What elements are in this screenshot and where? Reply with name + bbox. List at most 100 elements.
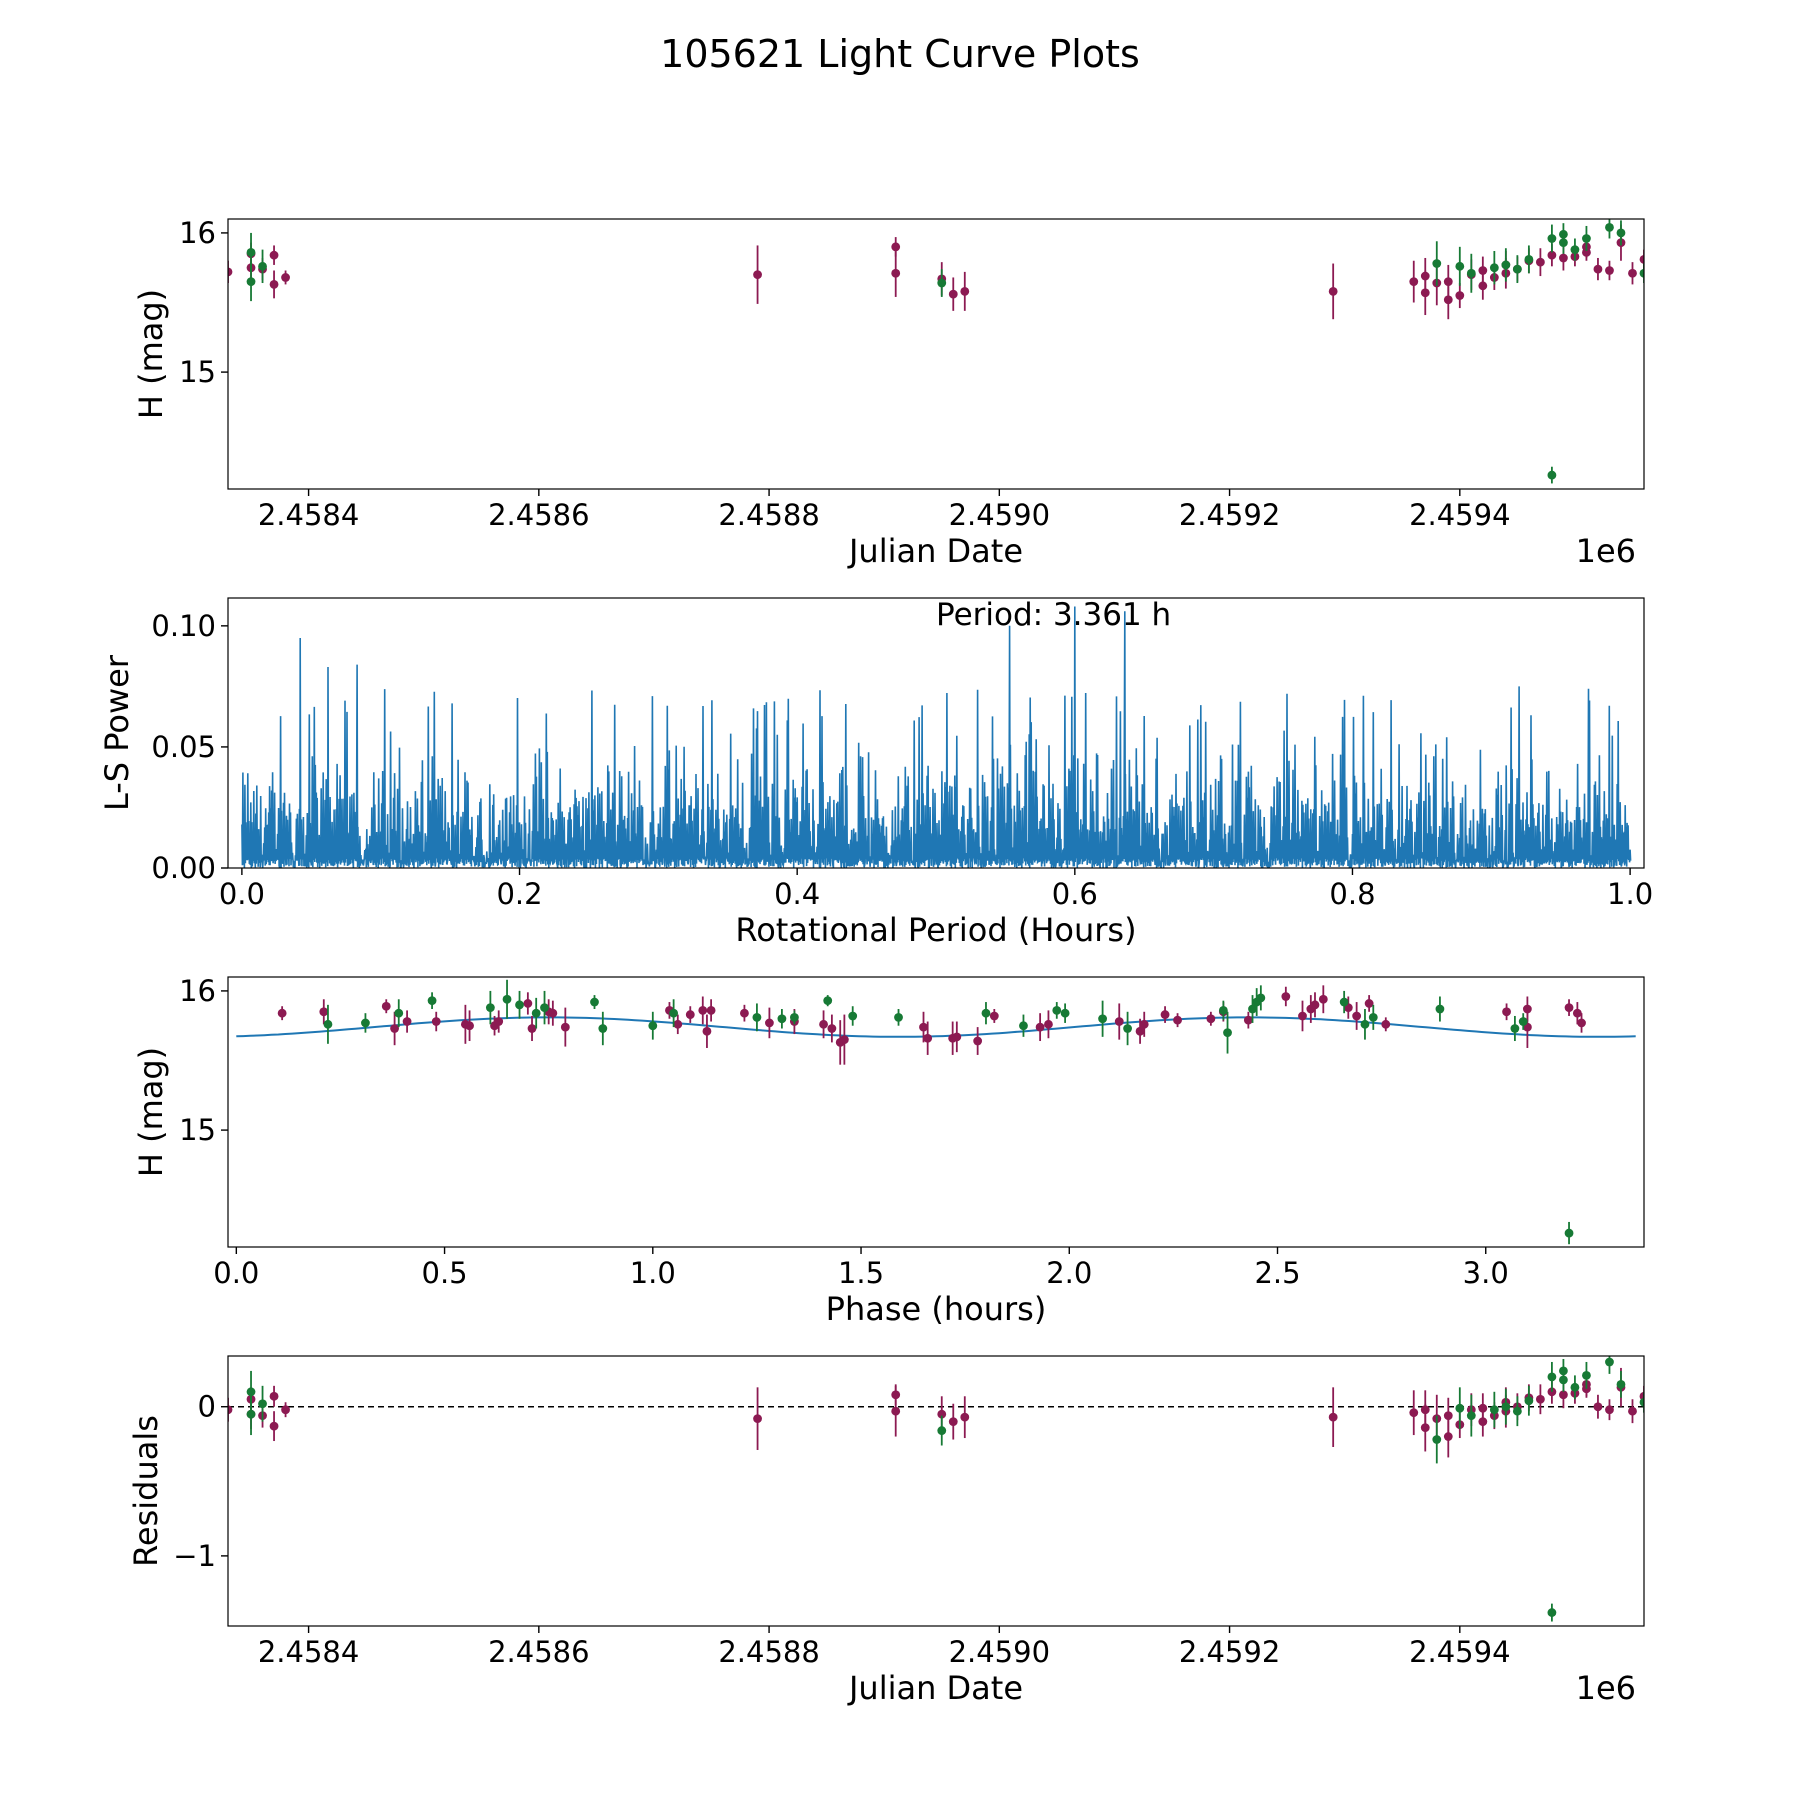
residuals-point [1547, 1608, 1557, 1617]
residuals-point [937, 1409, 947, 1419]
phased-point [1248, 1004, 1257, 1014]
lightcurve-point [891, 242, 901, 252]
periodogram-xtick-label: 0.8 [1329, 877, 1375, 911]
phased-point [277, 1008, 287, 1018]
residuals-point [246, 1409, 256, 1419]
residuals-point [1616, 1379, 1626, 1389]
phased-point [427, 996, 437, 1006]
phased-point [1564, 1003, 1574, 1013]
residuals-point [246, 1387, 256, 1397]
phased-series-g-band [323, 979, 1574, 1245]
residuals-point [1593, 1402, 1603, 1412]
phased-point [839, 1035, 849, 1045]
phased-point [1352, 1011, 1362, 1021]
residuals-point [1582, 1370, 1591, 1380]
lightcurve-ytick-label: 16 [179, 216, 216, 250]
lightcurve-point [1582, 234, 1591, 243]
residuals-point [1605, 1405, 1614, 1415]
phased-xlabel: Phase (hours) [826, 1290, 1047, 1328]
phased-point [1123, 1024, 1132, 1033]
phased-frame [227, 976, 1645, 1248]
phased-point [973, 1036, 983, 1046]
residuals-point [281, 1405, 290, 1415]
lightcurve-point [1639, 268, 1644, 278]
phased-panel: Phase (hours) H (mag) 0.0 0.5 1.0 1.5 2.0 2.5… [132, 974, 1645, 1328]
phased-xtick-label: 1.5 [838, 1256, 884, 1290]
phased-point [1364, 999, 1374, 1008]
phased-xtick-label: 1.0 [630, 1256, 676, 1290]
phased-point [648, 1021, 658, 1031]
lightcurve-xtick-label: 2.4586 [488, 498, 589, 532]
lightcurve-offset-label: 1e6 [1576, 532, 1636, 570]
phased-ytick-label: 16 [179, 974, 216, 1008]
residuals-frame [227, 1355, 1645, 1627]
phased-point [952, 1032, 962, 1042]
phased-point [1368, 1012, 1378, 1022]
phased-point [777, 1014, 787, 1024]
phased-xtick-label: 0.5 [422, 1256, 468, 1290]
lightcurve-point [1409, 277, 1419, 287]
residuals-point [1443, 1411, 1453, 1421]
phased-point [598, 1024, 608, 1033]
phased-point [1019, 1021, 1028, 1031]
residuals-point [891, 1406, 901, 1416]
lightcurve-point [1570, 245, 1580, 255]
phased-point [1206, 1014, 1216, 1024]
residuals-point [1489, 1405, 1499, 1415]
residuals-ytick-label: 0 [198, 1390, 216, 1424]
phased-point [548, 1008, 558, 1018]
phased-point [1435, 1004, 1445, 1014]
phased-fit-line [236, 1016, 1636, 1038]
lightcurve-point [1593, 264, 1603, 274]
residuals-xtick-label: 2.4590 [949, 1635, 1050, 1669]
residuals-ytick-label: −1 [173, 1539, 216, 1573]
lightcurve-point [1478, 281, 1488, 291]
lightcurve-point [258, 261, 267, 271]
phased-point [827, 1024, 837, 1033]
residuals-point [1328, 1412, 1338, 1422]
phased-point [790, 1012, 799, 1022]
periodogram-xtick-label: 0.0 [219, 877, 265, 911]
lightcurve-point [1478, 266, 1488, 275]
lightcurve-point [1605, 266, 1614, 275]
residuals-point [1466, 1411, 1476, 1421]
phased-point [685, 1010, 695, 1019]
phased-point [1098, 1014, 1107, 1024]
residuals-point [1512, 1406, 1522, 1416]
phased-point [1564, 1228, 1574, 1238]
phased-point [515, 1000, 524, 1010]
phased-point [1281, 992, 1291, 1001]
lightcurve-points [228, 219, 1644, 484]
lightcurve-point [1605, 222, 1614, 232]
phased-point [494, 1017, 504, 1026]
lightcurve-point [753, 270, 762, 280]
residuals-points [228, 1356, 1644, 1622]
phased-point [1223, 1028, 1232, 1038]
lightcurve-point [1559, 253, 1568, 263]
lightcurve-xtick-label: 2.4590 [949, 498, 1050, 532]
lightcurve-series-r-band [228, 224, 1644, 320]
residuals-point [1628, 1406, 1637, 1416]
phased-point [381, 1001, 391, 1011]
phased-point [1577, 1018, 1586, 1028]
residuals-point [1535, 1394, 1545, 1404]
periodogram-line [241, 606, 1632, 868]
lightcurve-point [1628, 268, 1637, 278]
residuals-point [269, 1391, 279, 1401]
phased-point [989, 1011, 999, 1021]
lightcurve-xlabel: Julian Date [847, 532, 1023, 570]
phased-series-r-band [277, 985, 1586, 1065]
phased-point [765, 1018, 774, 1028]
phased-point [706, 1006, 716, 1015]
residuals-point [1432, 1435, 1442, 1444]
periodogram-panel: Rotational Period (Hours) L-S Power 0.0 0… [98, 597, 1653, 949]
residuals-point [1547, 1372, 1557, 1382]
residuals-point [1478, 1403, 1488, 1413]
periodogram-ticks: 0.0 0.2 0.4 0.6 0.8 1.0 0.00 0.05 0.10 [151, 609, 1653, 911]
phased-point [669, 1008, 679, 1018]
lightcurve-ytick-label: 15 [179, 355, 216, 389]
phased-point [560, 1022, 570, 1032]
phased-point [1572, 1008, 1582, 1018]
periodogram-ylabel: L-S Power [98, 654, 136, 811]
